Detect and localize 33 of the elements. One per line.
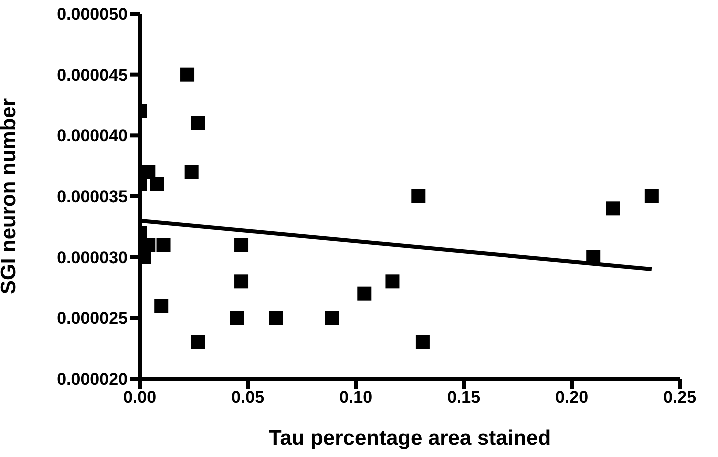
point <box>269 311 284 326</box>
point <box>180 68 195 82</box>
point <box>606 202 620 216</box>
x-tick-label: 0.05 <box>231 388 265 408</box>
point <box>154 299 169 313</box>
point <box>234 238 249 252</box>
x-tick-label: 0.25 <box>663 388 697 408</box>
point <box>416 336 430 350</box>
point <box>358 286 372 301</box>
point <box>412 190 426 204</box>
point <box>644 190 659 204</box>
y-tick-label: 0.000020 <box>57 370 128 390</box>
point <box>191 336 206 350</box>
point <box>586 250 601 264</box>
x-tick-label: 0.20 <box>555 388 589 408</box>
y-tick-label: 0.000035 <box>57 188 128 207</box>
y-tick-label: 0.000030 <box>57 248 128 268</box>
point <box>191 116 206 130</box>
point <box>234 274 249 289</box>
point <box>386 274 400 289</box>
point <box>150 177 164 192</box>
y-tick-label: 0.000050 <box>57 5 128 24</box>
y-axis-title: SGI neuron number <box>0 98 20 295</box>
y-tick-label: 0.000025 <box>57 309 128 328</box>
point <box>156 238 171 252</box>
y-tick-label: 0.000040 <box>57 126 128 146</box>
x-tick-label: 0.15 <box>447 388 481 408</box>
x-tick-label: 0.10 <box>339 388 373 408</box>
point <box>230 311 244 326</box>
point <box>325 311 340 326</box>
y-tick-label: 0.000045 <box>57 66 128 85</box>
point <box>184 165 199 180</box>
x-tick-label: 0.00 <box>123 388 157 408</box>
